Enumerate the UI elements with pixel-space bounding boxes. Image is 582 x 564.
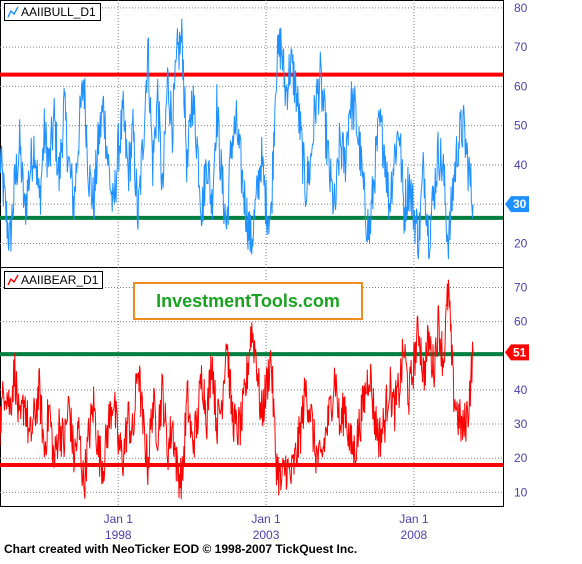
y-tick-label: 60 <box>514 79 528 93</box>
x-tick-label: Jan 1 <box>104 512 134 526</box>
x-tick-label: 2008 <box>401 528 428 542</box>
series-line <box>0 279 474 500</box>
bull-legend[interactable]: AAIIBULL_D1 <box>4 3 101 21</box>
line-series-icon <box>7 6 19 18</box>
y-tick-label: 10 <box>514 485 528 499</box>
line-series-icon <box>7 274 19 286</box>
x-tick-label: Jan 1 <box>399 512 429 526</box>
y-tick-label: 60 <box>514 315 528 329</box>
last-value-badge <box>505 344 529 361</box>
last-value-label: 51 <box>513 345 527 359</box>
x-tick-label: Jan 1 <box>251 512 281 526</box>
x-tick-label: 1998 <box>105 528 132 542</box>
series-line <box>0 18 474 260</box>
panel-frame <box>0 267 504 507</box>
watermark-box: InvestmentTools.com <box>133 282 363 320</box>
bull-legend-label: AAIIBULL_D1 <box>21 5 96 19</box>
last-value-badge <box>505 196 529 213</box>
y-tick-label: 50 <box>514 119 528 133</box>
y-tick-label: 40 <box>514 383 528 397</box>
chart-footer: Chart created with NeoTicker EOD © 1998-… <box>4 542 358 556</box>
y-tick-label: 40 <box>514 158 528 172</box>
y-tick-label: 70 <box>514 40 528 54</box>
last-value-label: 30 <box>513 197 527 211</box>
y-tick-label: 20 <box>514 451 528 465</box>
y-tick-label: 70 <box>514 280 528 294</box>
bear-legend-label: AAIIBEAR_D1 <box>21 273 99 287</box>
bear-legend[interactable]: AAIIBEAR_D1 <box>4 271 104 289</box>
y-tick-label: 20 <box>514 236 528 250</box>
x-tick-label: 2003 <box>253 528 280 542</box>
y-tick-label: 30 <box>514 417 528 431</box>
y-tick-label: 80 <box>514 1 528 15</box>
